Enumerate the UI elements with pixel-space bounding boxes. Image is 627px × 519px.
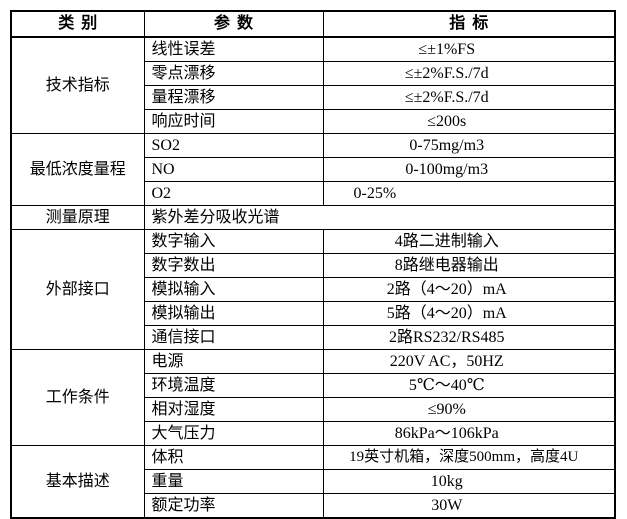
value-cell: 0-100mg/m3 bbox=[322, 157, 616, 182]
param-cell: NO bbox=[143, 157, 324, 182]
table-row: 工作条件 电源 220V AC，50HZ bbox=[10, 349, 616, 446]
param-cell: 大气压力 bbox=[143, 421, 324, 446]
table-row: 模拟输入 2路（4～20）mA bbox=[11, 277, 616, 302]
category-cell-min-range: 最低浓度量程 bbox=[10, 133, 145, 206]
table-header-row: 类别 参数 指标 bbox=[10, 10, 616, 38]
category-cell-measure-principle: 测量原理 bbox=[10, 205, 145, 230]
value-cell: 2路（4～20）mA bbox=[322, 277, 616, 302]
header-parameter: 参数 bbox=[143, 10, 324, 38]
table-row: 数字数出 8路继电器输出 bbox=[11, 253, 616, 278]
table-row: 测量原理 紫外差分吸收光谱 bbox=[10, 205, 616, 230]
value-cell: 19英寸机箱，深度500mm，高度4U bbox=[322, 445, 616, 470]
table-row: 外部接口 数字输入 4路二进制输入 bbox=[10, 229, 616, 350]
value-cell: ≤±1%FS bbox=[322, 36, 616, 62]
table-row: 最低浓度量程 SO2 0-75mg/m3 bbox=[10, 133, 616, 206]
value-cell: 4路二进制输入 bbox=[322, 229, 616, 254]
value-cell: 0-75mg/m3 bbox=[322, 133, 616, 158]
param-cell: 电源 bbox=[143, 349, 324, 374]
value-cell: ≤±2%F.S./7d bbox=[322, 85, 616, 110]
table-row: O2 0-25% bbox=[11, 181, 616, 206]
table-row: 基本描述 体积 19英寸机箱，深度500mm，高度4U bbox=[10, 445, 616, 519]
value-cell: ≤200s bbox=[322, 109, 616, 134]
specification-table: 类别 参数 指标 技术指标 线性误差 ≤±1%FS 零点漂移 ≤±2%F.S./… bbox=[10, 10, 616, 519]
category-cell-working-conditions: 工作条件 bbox=[10, 349, 145, 446]
param-cell: 体积 bbox=[143, 445, 324, 470]
value-cell: 5路（4～20）mA bbox=[322, 301, 616, 326]
param-cell: 模拟输出 bbox=[143, 301, 324, 326]
param-cell: 线性误差 bbox=[143, 36, 324, 62]
value-cell: ≤±2%F.S./7d bbox=[322, 61, 616, 86]
value-cell: 10kg bbox=[322, 469, 616, 494]
spec-table-container: 类别 参数 指标 技术指标 线性误差 ≤±1%FS 零点漂移 ≤±2%F.S./… bbox=[10, 10, 616, 519]
param-cell: 数字数出 bbox=[143, 253, 324, 278]
category-cell-external-interface: 外部接口 bbox=[10, 229, 145, 350]
param-cell: SO2 bbox=[143, 133, 324, 158]
table-row: 大气压力 86kPa～106kPa bbox=[11, 421, 616, 446]
table-row: 模拟输出 5路（4～20）mA bbox=[11, 301, 616, 326]
value-cell: 220V AC，50HZ bbox=[322, 349, 616, 374]
value-cell: 30W bbox=[322, 493, 616, 519]
param-cell: O2 bbox=[143, 181, 324, 206]
param-cell: 通信接口 bbox=[143, 325, 324, 350]
merged-value-cell: 紫外差分吸收光谱 bbox=[143, 205, 616, 230]
param-cell: 环境温度 bbox=[143, 373, 324, 398]
header-indicator: 指标 bbox=[322, 10, 616, 38]
param-cell: 重量 bbox=[143, 469, 324, 494]
param-cell: 额定功率 bbox=[143, 493, 324, 519]
category-cell-technical-specs: 技术指标 bbox=[10, 36, 145, 134]
value-cell: 8路继电器输出 bbox=[322, 253, 616, 278]
table-row: 零点漂移 ≤±2%F.S./7d bbox=[11, 61, 616, 86]
value-cell: 2路RS232/RS485 bbox=[322, 325, 616, 350]
value-cell: 5℃～40℃ bbox=[322, 373, 616, 398]
param-cell: 量程漂移 bbox=[143, 85, 324, 110]
value-cell: ≤90% bbox=[322, 397, 616, 422]
param-cell: 相对湿度 bbox=[143, 397, 324, 422]
table-row: NO 0-100mg/m3 bbox=[11, 157, 616, 182]
param-cell: 数字输入 bbox=[143, 229, 324, 254]
value-cell: 86kPa～106kPa bbox=[322, 421, 616, 446]
header-category: 类别 bbox=[10, 10, 145, 38]
table-row: 响应时间 ≤200s bbox=[11, 109, 616, 134]
param-cell: 模拟输入 bbox=[143, 277, 324, 302]
table-row: 环境温度 5℃～40℃ bbox=[11, 373, 616, 398]
table-row: 重量 10kg bbox=[11, 469, 616, 494]
param-cell: 响应时间 bbox=[143, 109, 324, 134]
param-cell: 零点漂移 bbox=[143, 61, 324, 86]
value-cell: 0-25% bbox=[322, 181, 616, 206]
table-row: 量程漂移 ≤±2%F.S./7d bbox=[11, 85, 616, 110]
category-cell-basic-description: 基本描述 bbox=[10, 445, 145, 519]
table-row: 技术指标 线性误差 ≤±1%FS bbox=[10, 36, 616, 134]
